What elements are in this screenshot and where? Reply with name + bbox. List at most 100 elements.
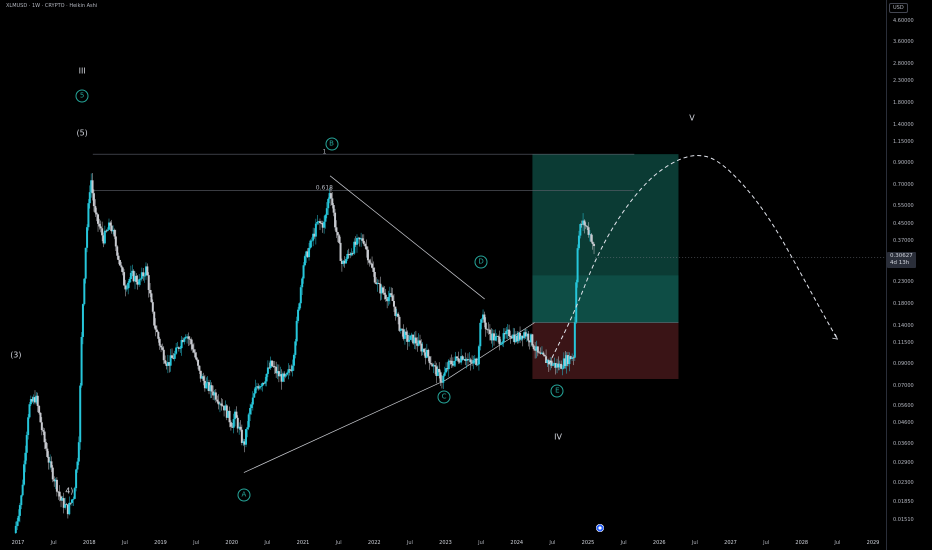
candle-body — [16, 521, 19, 526]
price-tick-label: 0.02300 — [893, 480, 914, 487]
candle-body — [350, 252, 353, 256]
candle-body — [134, 275, 137, 282]
candle-body — [299, 287, 302, 304]
candle-body — [116, 246, 119, 256]
time-tick-label: 2027 — [724, 540, 737, 546]
price-tick-label: 0.07000 — [893, 383, 914, 390]
tradingview-logo-icon — [596, 524, 604, 532]
candle-body — [235, 411, 238, 418]
candle-body — [339, 242, 342, 261]
candle-body — [125, 288, 128, 290]
candle-body — [461, 356, 464, 360]
candle-body — [425, 349, 428, 358]
candle-body — [139, 278, 142, 280]
time-tick-label: Jul — [335, 540, 342, 546]
candle-body — [565, 355, 568, 366]
candle-body — [324, 214, 327, 222]
candle-body — [447, 360, 450, 370]
wave-label: E — [550, 384, 564, 398]
price-axis[interactable] — [886, 0, 932, 550]
candle-body — [372, 267, 375, 272]
candle-body — [577, 235, 580, 249]
candle-body — [325, 208, 328, 215]
candle-body — [410, 334, 413, 336]
position-profit-zone-lower — [532, 275, 679, 323]
candle-body — [445, 368, 448, 373]
candle-body — [327, 198, 330, 209]
currency-badge[interactable]: USD — [889, 3, 908, 13]
candle-body — [291, 365, 294, 372]
candle-body — [286, 372, 289, 375]
price-tick-label: 0.45000 — [893, 220, 914, 227]
current-price-value: 0.30627 — [890, 253, 913, 260]
candle-body — [262, 383, 265, 384]
candle-body — [23, 464, 26, 485]
candle-body — [224, 405, 227, 411]
price-tick-label: 0.04600 — [893, 419, 914, 426]
candle-body — [384, 294, 387, 299]
candle-body — [180, 340, 183, 349]
candle-body — [301, 278, 304, 288]
candle-body — [49, 461, 52, 463]
candle-body — [540, 352, 543, 354]
candle-body — [68, 502, 71, 515]
time-tick-label: 2020 — [225, 540, 239, 546]
candle-body — [365, 246, 368, 250]
candle-body — [246, 427, 249, 430]
candle-body — [584, 225, 587, 227]
candle-body — [494, 336, 497, 341]
candle-body — [131, 270, 134, 273]
candle-body — [181, 340, 184, 342]
candle-body — [86, 227, 89, 248]
candle-body — [491, 333, 494, 341]
candle-body — [124, 285, 127, 290]
price-tick-label: 0.05600 — [893, 402, 914, 409]
wave-label: (5) — [76, 128, 88, 138]
candle-body — [488, 329, 491, 334]
candle-body — [376, 283, 379, 284]
candle-body — [132, 270, 135, 282]
candle-body — [587, 227, 590, 235]
candle-body — [218, 403, 221, 405]
candle-body — [579, 224, 582, 236]
candle-body — [332, 205, 335, 213]
candle-body — [229, 422, 232, 427]
candle-body — [273, 366, 276, 368]
candle-body — [106, 229, 109, 232]
candle-body — [64, 504, 67, 508]
price-tick-label: 0.18000 — [893, 300, 914, 307]
price-tick-label: 0.01850 — [893, 499, 914, 506]
candle-body — [493, 333, 496, 341]
candle-body — [221, 405, 224, 407]
candle-body — [173, 353, 176, 359]
candle-body — [392, 301, 395, 307]
candle-body — [121, 267, 124, 273]
candle-body — [47, 456, 50, 463]
candle-body — [427, 349, 430, 357]
time-tick-label: Jul — [478, 540, 485, 546]
price-tick-label: 0.90000 — [893, 160, 914, 167]
candle-body — [277, 371, 280, 377]
candle-body — [298, 303, 301, 310]
candle-body — [316, 221, 319, 224]
candle-body — [395, 313, 398, 316]
price-chart[interactable] — [0, 0, 886, 550]
candle-body — [172, 357, 175, 359]
candle-body — [434, 365, 437, 367]
time-tick-label: 2026 — [652, 540, 666, 546]
candle-body — [369, 262, 372, 264]
candle-body — [28, 404, 31, 418]
candle-body — [505, 331, 508, 335]
candle-body — [153, 311, 156, 326]
candle-body — [210, 385, 213, 392]
candle-body — [360, 238, 363, 240]
candle-body — [162, 349, 165, 361]
candle-body — [451, 364, 454, 366]
candle-body — [498, 336, 501, 345]
candle-body — [255, 386, 258, 388]
candle-body — [79, 385, 82, 443]
candle-body — [144, 266, 147, 276]
candle-body — [20, 495, 23, 506]
candle-body — [17, 515, 20, 522]
candle-body — [575, 282, 578, 323]
